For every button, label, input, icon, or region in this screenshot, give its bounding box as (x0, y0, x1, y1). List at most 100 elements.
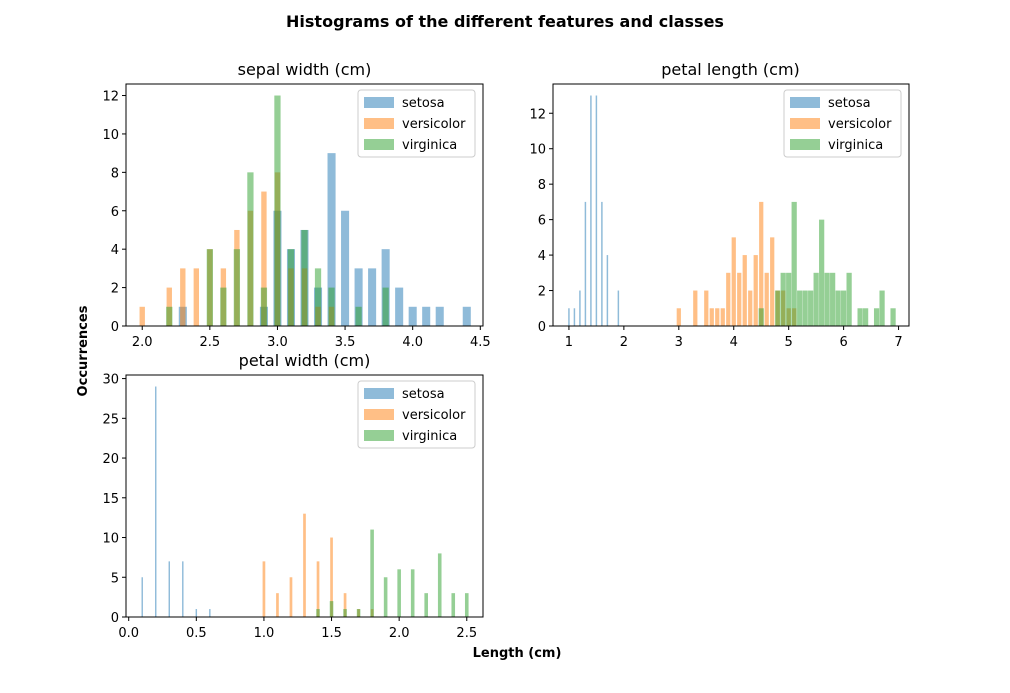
bars (139, 95, 471, 327)
bar-virginica (846, 272, 852, 326)
bar-virginica (780, 272, 786, 326)
x-tick-label: 3 (675, 335, 683, 350)
bar-setosa (595, 95, 598, 327)
bar-virginica (841, 290, 847, 326)
bar-virginica (382, 287, 389, 326)
bars (141, 386, 469, 617)
bar-versicolor (726, 272, 731, 326)
y-tick-label: 25 (102, 412, 119, 427)
bar-versicolor (753, 255, 758, 326)
legend-swatch-versicolor (364, 409, 394, 420)
bar-virginica (314, 268, 322, 326)
bar-virginica (813, 272, 819, 326)
legend-label-virginica: virginica (402, 429, 457, 444)
bar-setosa (462, 306, 471, 326)
x-tick-label: 1.5 (321, 626, 342, 641)
bar-setosa (381, 249, 390, 326)
legend-label-setosa: setosa (402, 96, 445, 111)
bar-setosa (182, 561, 184, 617)
y-tick-label: 15 (102, 492, 119, 507)
y-tick-label: 30 (102, 373, 119, 388)
y-tick-label: 0 (538, 320, 546, 335)
bar-setosa (327, 153, 336, 326)
bar-virginica (890, 308, 896, 326)
y-tick-label: 4 (538, 249, 546, 264)
bar-virginica (247, 172, 254, 326)
x-tick-label: 3.0 (267, 335, 288, 350)
bar-virginica (328, 287, 335, 326)
legend-label-versicolor: versicolor (402, 117, 466, 132)
legend: setosa versicolor virginica (783, 89, 902, 158)
x-tick-label: 2.5 (199, 335, 220, 350)
legend-swatch-setosa (364, 97, 394, 108)
histogram-petal-width: petal width (cm) 0.0 0.5 1.0 1.5 2.0 2.5 0 5 10 1… (102, 351, 484, 641)
bar-virginica (464, 593, 469, 617)
bar-virginica (791, 201, 797, 326)
y-tick-label: 10 (102, 532, 119, 547)
bar-virginica (166, 306, 173, 326)
bar-versicolor (720, 308, 725, 326)
bar-setosa (579, 290, 581, 326)
histogram-sepal-width: sepal width (cm) 2.0 2.5 3.0 3.5 4.0 4.5 0 2 4 6 8… (102, 60, 490, 350)
bar-versicolor (709, 308, 714, 326)
x-tick-label: 0.5 (186, 626, 207, 641)
bar-virginica (824, 272, 830, 326)
axes-frame (552, 83, 910, 327)
bar-versicolor (770, 237, 775, 326)
bar-virginica (424, 593, 428, 617)
axes-frame (125, 83, 484, 327)
bar-versicolor (330, 537, 333, 617)
bar-versicolor (742, 255, 747, 326)
bar-setosa (209, 609, 211, 617)
bar-setosa (141, 577, 143, 617)
axis-ticks: 2.0 2.5 3.0 3.5 4.0 4.5 0 2 4 6 8 10 12 (102, 90, 490, 350)
bar-setosa (155, 386, 157, 617)
x-tick-label: 3.5 (335, 335, 356, 350)
bar-versicolor (139, 306, 145, 326)
bar-versicolor (693, 290, 698, 326)
bar-virginica (437, 553, 442, 617)
bar-virginica (260, 287, 268, 326)
bar-virginica (879, 290, 885, 326)
bar-versicolor (704, 290, 709, 326)
bar-virginica (383, 577, 388, 617)
bar-versicolor (261, 191, 267, 326)
bar-virginica (410, 569, 415, 617)
bar-setosa (408, 306, 417, 326)
bar-virginica (301, 229, 308, 326)
bar-versicolor (303, 513, 306, 617)
bars (568, 95, 896, 327)
x-tick-label: 4.0 (402, 335, 423, 350)
axis-ticks: 0.0 0.5 1.0 1.5 2.0 2.5 0 5 10 15 20 25 30 (102, 373, 477, 641)
legend-swatch-versicolor (790, 118, 820, 129)
bar-virginica (758, 308, 764, 326)
x-tick-label: 7 (894, 335, 902, 350)
bar-virginica (343, 609, 347, 617)
bar-setosa (354, 268, 363, 326)
bar-versicolor (715, 308, 720, 326)
legend-swatch-virginica (364, 139, 394, 150)
bar-setosa (395, 287, 404, 326)
y-tick-label: 6 (538, 214, 546, 229)
legend-swatch-setosa (364, 388, 394, 399)
bar-virginica (451, 593, 456, 617)
bar-versicolor (759, 201, 764, 326)
y-tick-label: 8 (538, 178, 546, 193)
legend-swatch-versicolor (364, 118, 394, 129)
bar-virginica (873, 308, 880, 326)
bar-virginica (835, 290, 841, 326)
bar-virginica (819, 219, 825, 326)
bar-versicolor (262, 561, 266, 617)
legend-swatch-virginica (790, 139, 820, 150)
bar-virginica (220, 287, 227, 326)
x-tick-label: 2 (620, 335, 628, 350)
legend: setosa versicolor virginica (357, 380, 476, 449)
bar-virginica (233, 249, 241, 326)
panel-title: petal width (cm) (239, 351, 371, 370)
bar-virginica (775, 290, 781, 326)
bar-setosa (573, 308, 576, 326)
y-tick-label: 0 (111, 320, 119, 335)
bar-versicolor (764, 272, 769, 326)
